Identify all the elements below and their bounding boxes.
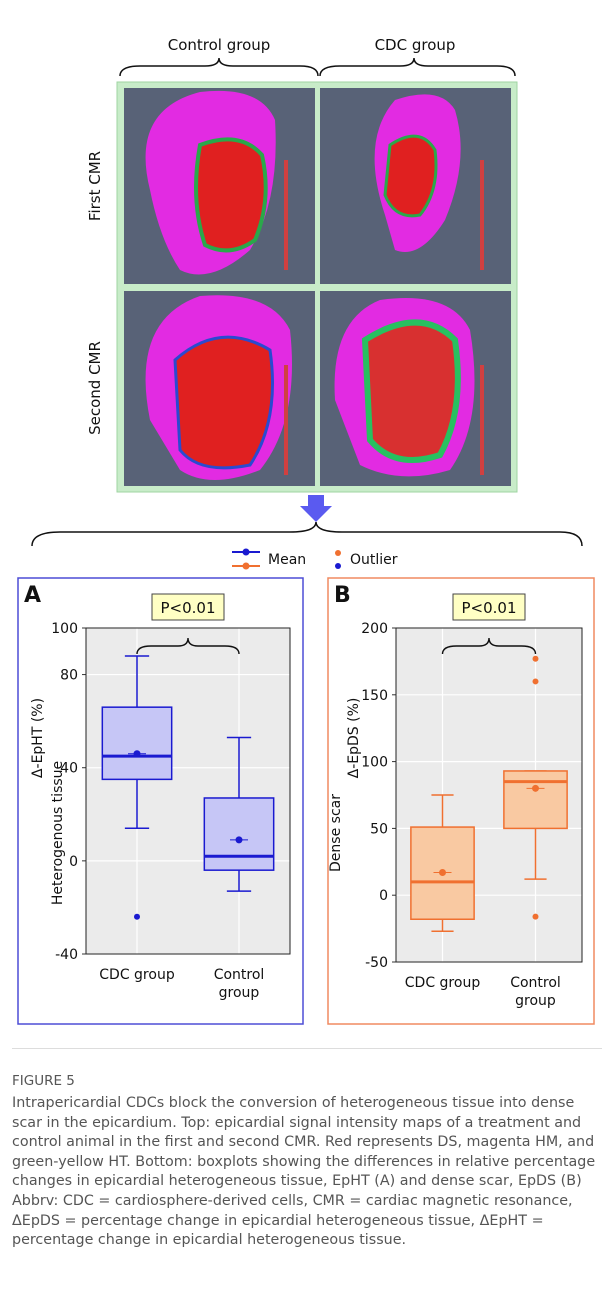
- mean: [235, 836, 243, 844]
- x-tick-label: CDC group: [99, 967, 175, 983]
- y-tick-label: -50: [365, 955, 388, 971]
- legend-label: Mean: [268, 552, 306, 568]
- annotation: P<0.01: [160, 599, 215, 617]
- y-tick-label: -40: [55, 947, 78, 963]
- mean: [133, 750, 141, 758]
- y-tick-label: 80: [60, 668, 78, 684]
- mean: [532, 784, 539, 792]
- brace: [136, 637, 240, 655]
- y-tick-label: 50: [370, 821, 388, 837]
- box: [203, 797, 275, 871]
- y-tick-label: 150: [361, 688, 388, 704]
- y-axis-sublabel: Dense scar: [328, 794, 344, 872]
- y-axis-label: Δ-EpHT (%): [30, 698, 46, 778]
- y-tick-label: 100: [361, 755, 388, 771]
- image-panels: [124, 88, 511, 486]
- plot-area: [86, 628, 290, 954]
- outlier: [532, 655, 539, 662]
- y-axis-label: Δ-EpDS (%): [346, 698, 362, 779]
- panel-frame: [327, 577, 595, 1025]
- x-tick-label-box: CDC group: [404, 975, 481, 991]
- y-axis-sublabel: Heterogenous tissue: [50, 761, 66, 905]
- annotation-box: [452, 593, 526, 621]
- legend: Mean Outlier: [232, 548, 398, 570]
- caption-label: FIGURE 5: [12, 1073, 75, 1089]
- column-label: Control group: [168, 36, 271, 54]
- brace: [31, 521, 583, 547]
- row-label: Second CMR: [86, 341, 104, 435]
- plot-border: [85, 627, 291, 955]
- x-tick-label-box: Control group: [213, 967, 265, 1001]
- legend-label: Outlier: [350, 552, 398, 568]
- x-tick-label: CDC group: [404, 975, 481, 991]
- caption-text: Intrapericardial CDCs block the conversi…: [12, 1095, 596, 1249]
- brace: [441, 637, 537, 655]
- arrow: [300, 495, 332, 522]
- panel-label: A: [24, 583, 41, 608]
- separator: [12, 1048, 602, 1049]
- box: [503, 770, 568, 830]
- y-tick-label: 100: [51, 621, 78, 637]
- figure: Control group CDC group First CMR Second…: [17, 36, 595, 1025]
- column-label: CDC group: [375, 36, 456, 54]
- panel-label: B: [334, 583, 351, 608]
- x-tick-label: Control group: [510, 975, 561, 1009]
- brace: [319, 57, 516, 77]
- outlier: [532, 913, 539, 920]
- y-tick-label: 0: [69, 854, 78, 870]
- row-label: First CMR: [86, 151, 104, 221]
- x-tick-label-box: Control group: [510, 975, 561, 1009]
- mean: [439, 868, 446, 876]
- x-tick-label-box: CDC group: [99, 967, 175, 983]
- annotation: P<0.01: [461, 599, 516, 617]
- x-tick-label: Control group: [213, 967, 265, 1001]
- y-tick-label: 40: [60, 761, 78, 777]
- y-tick-label: 200: [361, 621, 388, 637]
- brace: [119, 57, 319, 77]
- annotation-box: [151, 593, 225, 621]
- plot-border: [395, 627, 583, 963]
- outlier: [532, 678, 539, 685]
- outlier: [134, 913, 140, 920]
- panel-frame: [17, 577, 304, 1025]
- box: [101, 706, 173, 781]
- y-tick-label: 0: [379, 888, 388, 904]
